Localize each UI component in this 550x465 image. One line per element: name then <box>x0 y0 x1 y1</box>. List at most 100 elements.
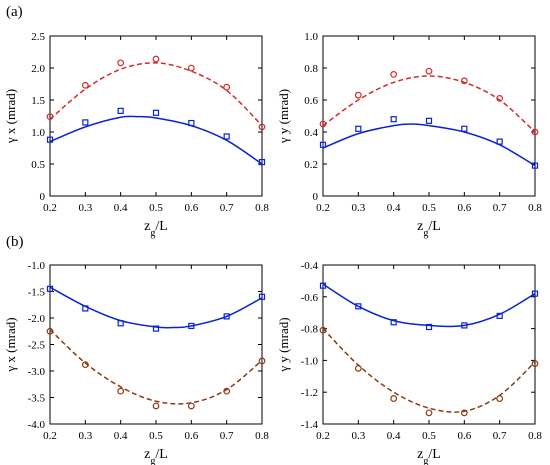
x-tick-label: 0.4 <box>387 430 401 442</box>
data-point-square <box>188 322 195 330</box>
y-tick-label: -1.5 <box>28 287 46 299</box>
y-tick-label: 0.4 <box>304 127 318 139</box>
y-tick-label: -3.0 <box>28 366 46 378</box>
data-point-circle <box>187 64 195 72</box>
x-axis-label-subscript: g <box>150 456 155 465</box>
x-tick-label: 0.8 <box>255 202 269 214</box>
series-line-dashed <box>49 62 263 127</box>
chart-3: 0.2 0.3 0.4 0.5 0.6 0.7 0.8 -4.0 -3.5 -3.0 -2.5 -2.… <box>3 260 269 465</box>
x-tick-label: 0.5 <box>422 202 436 214</box>
data-point-square <box>46 136 54 143</box>
x-axis-label-main: z <box>417 219 423 234</box>
data-point-circle <box>390 70 398 78</box>
plot-frame <box>322 264 536 425</box>
data-point-circle <box>46 327 54 335</box>
chart-4: 0.2 0.3 0.4 0.5 0.6 0.7 0.8 -1.4 -1.2 -1.0 -0.8 -0.… <box>276 260 542 465</box>
x-tick-label: 0.6 <box>184 430 198 442</box>
x-axis-label: zg/L <box>417 447 441 465</box>
y-tick-label: 0 <box>313 191 319 203</box>
y-tick-label: 2.5 <box>31 31 45 43</box>
y-axis-label: γ y (mrad) <box>276 317 291 372</box>
y-tick-label: 1.0 <box>304 31 318 43</box>
x-tick-label: 0.3 <box>351 202 365 214</box>
data-point-square <box>117 107 124 114</box>
x-tick-label: 0.7 <box>493 202 507 214</box>
data-point-square <box>188 119 195 127</box>
x-tick-label: 0.8 <box>255 430 269 442</box>
data-point-square <box>531 162 539 169</box>
x-tick-label: 0.7 <box>220 202 234 214</box>
y-tick-label: -0.6 <box>301 292 319 304</box>
x-tick-label: 0.3 <box>351 430 365 442</box>
y-tick-label: -1.0 <box>28 260 46 272</box>
data-point-circle <box>258 123 266 131</box>
x-axis-label-main: z <box>144 447 150 462</box>
x-axis-label-rest: /L <box>155 219 167 234</box>
data-point-circle <box>354 91 362 99</box>
data-point-square <box>258 293 266 300</box>
x-tick-label: 0.6 <box>184 202 198 214</box>
data-point-square <box>223 133 230 140</box>
data-point-square <box>82 119 89 126</box>
data-point-square <box>319 282 327 289</box>
y-tick-label: -1.2 <box>301 387 318 399</box>
panel-label-a: (a) <box>6 4 23 20</box>
series-line-solid <box>322 283 536 328</box>
x-axis-label: zg/L <box>144 219 168 239</box>
y-tick-label: -1.0 <box>301 355 319 367</box>
data-point-circle <box>223 83 231 91</box>
y-tick-label: -0.8 <box>301 324 319 336</box>
x-tick-label: 0.2 <box>43 430 57 442</box>
data-point-circle <box>319 120 327 128</box>
y-tick-label: 1.0 <box>31 127 45 139</box>
x-axis-label-rest: /L <box>155 447 167 462</box>
y-tick-label: 0.8 <box>304 63 318 75</box>
y-axis-label: γ y (mrad) <box>276 89 291 144</box>
x-axis-label-main: z <box>417 447 423 462</box>
x-tick-label: 0.2 <box>316 430 330 442</box>
data-point-square <box>390 116 397 123</box>
y-tick-label: 1.5 <box>31 95 45 107</box>
data-point-square <box>496 312 503 319</box>
x-tick-label: 0.7 <box>220 430 234 442</box>
y-axis-label: γ x (mrad) <box>3 317 18 372</box>
series-line-solid <box>49 286 263 329</box>
data-point-square <box>425 117 433 124</box>
data-point-square <box>461 125 468 132</box>
x-tick-label: 0.3 <box>78 202 92 214</box>
data-point-circle <box>460 409 468 417</box>
y-tick-label: 0.6 <box>304 95 318 107</box>
data-point-square <box>258 158 266 166</box>
data-point-square <box>355 303 362 310</box>
data-point-circle <box>81 361 89 369</box>
data-point-square <box>496 138 503 145</box>
y-tick-label: -1.4 <box>301 419 319 431</box>
data-point-circle <box>187 402 195 410</box>
x-axis-label-main: z <box>144 219 150 234</box>
y-tick-label: 0.5 <box>31 159 45 171</box>
x-tick-label: 0.4 <box>114 430 128 442</box>
data-point-circle <box>152 402 160 410</box>
data-point-circle <box>460 77 468 85</box>
data-point-circle <box>319 326 327 334</box>
series-line-dashed <box>322 75 536 133</box>
plot-frame <box>49 264 263 425</box>
x-tick-label: 0.4 <box>114 202 128 214</box>
y-tick-label: -0.4 <box>301 260 319 272</box>
x-tick-label: 0.8 <box>528 430 542 442</box>
data-point-square <box>152 325 160 332</box>
x-axis-label-subscript: g <box>423 228 428 239</box>
x-tick-label: 0.3 <box>78 430 92 442</box>
data-point-square <box>461 322 468 329</box>
y-tick-label: -3.5 <box>28 393 46 405</box>
series-line-dashed <box>49 329 263 405</box>
data-point-square <box>152 109 160 116</box>
x-axis-label: zg/L <box>144 447 168 465</box>
x-axis-label-subscript: g <box>150 228 155 239</box>
x-axis-label: zg/L <box>417 219 441 239</box>
x-tick-label: 0.6 <box>457 430 471 442</box>
series-line-dashed <box>322 328 536 413</box>
data-point-circle <box>496 395 504 402</box>
